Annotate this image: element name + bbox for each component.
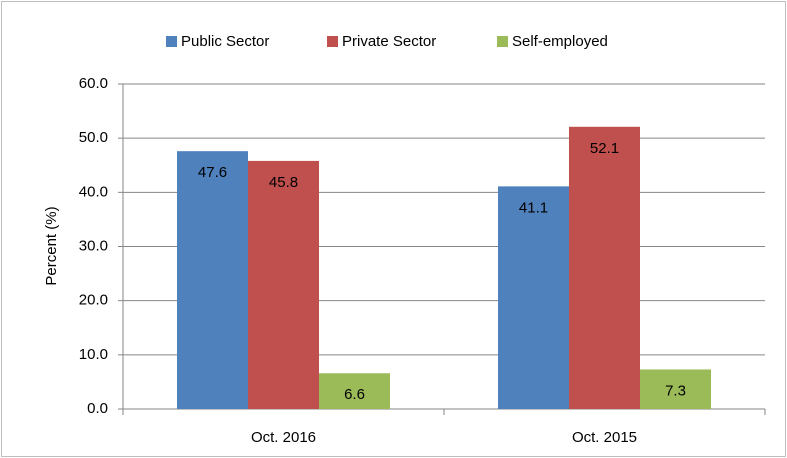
bar — [319, 373, 390, 409]
bar — [248, 160, 319, 409]
legend-label: Public Sector — [181, 33, 269, 50]
bar — [640, 369, 711, 409]
y-tick-label: 60.0 — [79, 75, 108, 92]
bar — [569, 126, 640, 410]
legend-swatch — [166, 36, 177, 47]
data-label: 52.1 — [590, 140, 619, 157]
bar — [498, 186, 569, 409]
bar — [177, 151, 248, 409]
legend-label: Self-employed — [512, 33, 608, 50]
data-label: 6.6 — [344, 386, 365, 403]
data-label: 45.8 — [269, 174, 298, 191]
y-axis-label: Percent (%) — [43, 206, 60, 285]
x-tick-label: Oct. 2015 — [572, 429, 637, 446]
x-tick-label: Oct. 2016 — [251, 429, 316, 446]
legend-swatch — [497, 36, 508, 47]
y-tick-label: 50.0 — [79, 129, 108, 146]
y-tick-label: 10.0 — [79, 346, 108, 363]
y-tick-label: 30.0 — [79, 237, 108, 254]
y-tick-label: 20.0 — [79, 292, 108, 309]
data-label: 41.1 — [519, 199, 548, 216]
data-label: 7.3 — [665, 382, 686, 399]
y-tick-label: 40.0 — [79, 183, 108, 200]
legend-label: Private Sector — [342, 33, 436, 50]
y-tick-label: 0.0 — [87, 400, 108, 417]
legend-swatch — [327, 36, 338, 47]
data-label: 47.6 — [198, 164, 227, 181]
